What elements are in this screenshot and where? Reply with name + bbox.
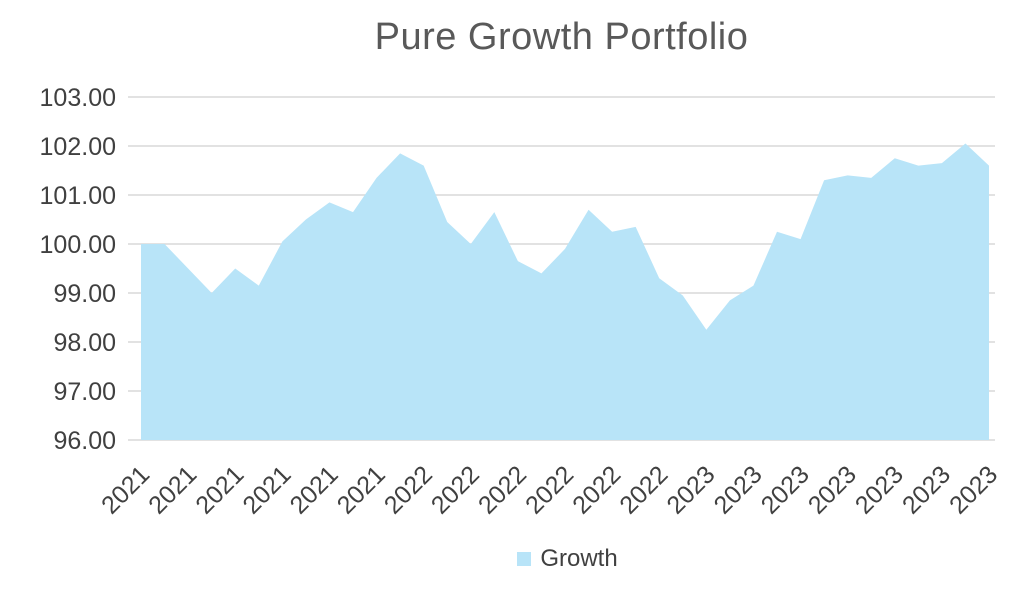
x-tick-label: 2021 bbox=[190, 460, 249, 519]
y-tick-label: 99.00 bbox=[53, 280, 116, 308]
x-tick-label: 2021 bbox=[96, 460, 155, 519]
x-tick-label: 2023 bbox=[661, 460, 720, 519]
x-tick-label: 2023 bbox=[944, 460, 1003, 519]
x-tick-label: 2022 bbox=[520, 460, 579, 519]
x-tick-label: 2021 bbox=[237, 460, 296, 519]
x-tick-label: 2022 bbox=[379, 460, 438, 519]
x-tick-label: 2021 bbox=[285, 460, 344, 519]
x-tick-label: 2022 bbox=[567, 460, 626, 519]
y-tick-label: 101.00 bbox=[40, 182, 116, 210]
y-tick-label: 103.00 bbox=[40, 84, 116, 112]
y-tick-label: 98.00 bbox=[53, 329, 116, 357]
x-tick-label: 2022 bbox=[473, 460, 532, 519]
y-tick-label: 96.00 bbox=[53, 427, 116, 455]
legend: Growth bbox=[134, 545, 1001, 573]
x-tick-label: 2023 bbox=[709, 460, 768, 519]
x-tick-label: 2021 bbox=[332, 460, 391, 519]
x-tick-label: 2021 bbox=[143, 460, 202, 519]
area-series-growth bbox=[141, 143, 989, 441]
x-tick-label: 2023 bbox=[803, 460, 862, 519]
y-tick-label: 102.00 bbox=[40, 133, 116, 161]
y-tick-label: 100.00 bbox=[40, 231, 116, 259]
legend-label-growth: Growth bbox=[540, 545, 618, 572]
legend-swatch-growth bbox=[517, 552, 532, 566]
chart-title: Pure Growth Portfolio bbox=[374, 16, 749, 58]
x-tick-label: 2023 bbox=[850, 460, 909, 519]
x-tick-label: 2022 bbox=[426, 460, 485, 519]
x-tick-label: 2023 bbox=[897, 460, 956, 519]
x-tick-label: 2022 bbox=[614, 460, 673, 519]
x-tick-label: 2023 bbox=[756, 460, 815, 519]
y-tick-label: 97.00 bbox=[53, 378, 116, 406]
